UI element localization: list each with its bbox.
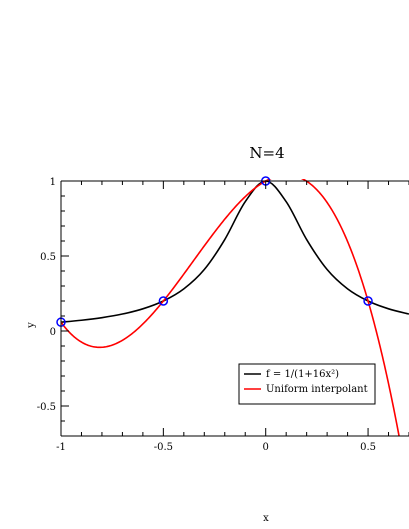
legend-entry-2: Uniform interpolant [266,384,368,395]
data-point-marker [158,296,169,306]
series-line-2 [61,179,400,436]
x-tick-label: 0 [263,442,269,453]
series-line-1 [61,180,409,323]
series-layer [61,179,409,436]
x-tick-label: -0.5 [154,442,173,453]
x-tick-label: -1 [56,442,66,453]
axis-layer: -1 -0.5 0 0.5 -0.5 0 0.5 1 [37,177,409,453]
data-point-marker [363,296,373,306]
legend-box [238,363,376,405]
x-axis-label: x [263,513,269,524]
legend: f = 1/(1+16x²) Uniform interpolant [238,363,376,405]
x-tick-label: 0.5 [360,442,376,453]
y-axis-label: y [26,322,37,329]
legend-entry-1: f = 1/(1+16x²) [266,369,339,380]
y-tick-label: 0.5 [40,252,56,263]
y-tick-label: 1 [50,177,56,188]
y-tick-label: -0.5 [37,402,56,413]
y-tick-label: 0 [50,327,56,338]
chart-title: N=4 [249,144,284,162]
